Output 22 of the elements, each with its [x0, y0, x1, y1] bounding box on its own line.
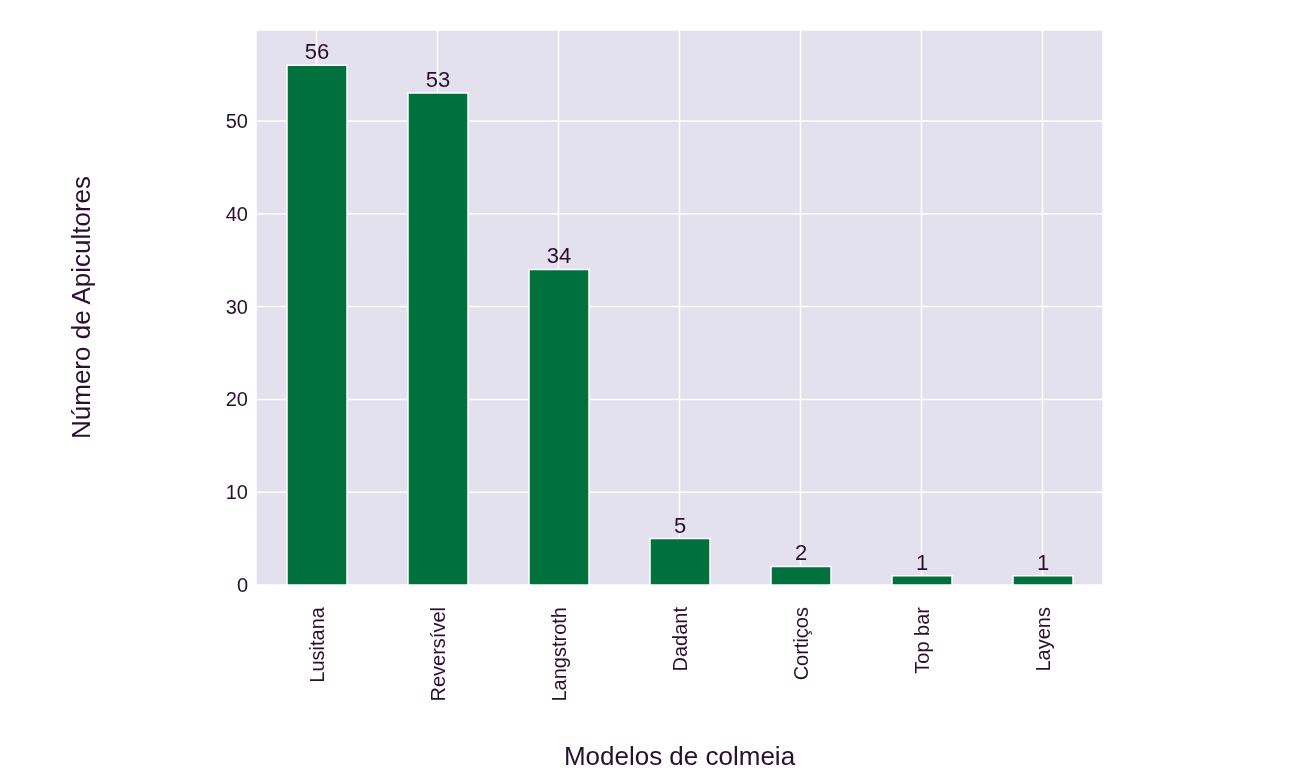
data-label: 1 — [915, 549, 929, 575]
data-label: 1 — [1036, 549, 1050, 575]
x-axis-title: Modelos de colmeia — [563, 741, 796, 771]
y-tick-label: 20 — [225, 388, 248, 411]
x-tick-label: Dadant — [668, 606, 691, 672]
y-tick-label: 50 — [225, 110, 248, 133]
x-tick-label: Lusitana — [305, 606, 328, 683]
y-axis-title: Número de Apicultores — [66, 175, 97, 440]
data-label: 2 — [794, 540, 808, 566]
y-tick-label: 30 — [225, 295, 248, 318]
data-label: 34 — [546, 243, 572, 269]
data-label: 5 — [673, 512, 687, 538]
x-tick-label: Reversível — [426, 607, 449, 702]
y-tick-label: 10 — [225, 481, 248, 504]
data-label: 56 — [304, 39, 330, 65]
y-tick-label: 0 — [236, 574, 248, 597]
x-tick-label: Layens — [1031, 607, 1054, 672]
data-label: 53 — [425, 67, 451, 93]
x-tick-label: Langstroth — [547, 607, 570, 702]
x-tick-label: Cortiços — [789, 607, 812, 681]
x-tick-label: Top bar — [910, 606, 933, 674]
y-tick-label: 40 — [225, 202, 248, 225]
